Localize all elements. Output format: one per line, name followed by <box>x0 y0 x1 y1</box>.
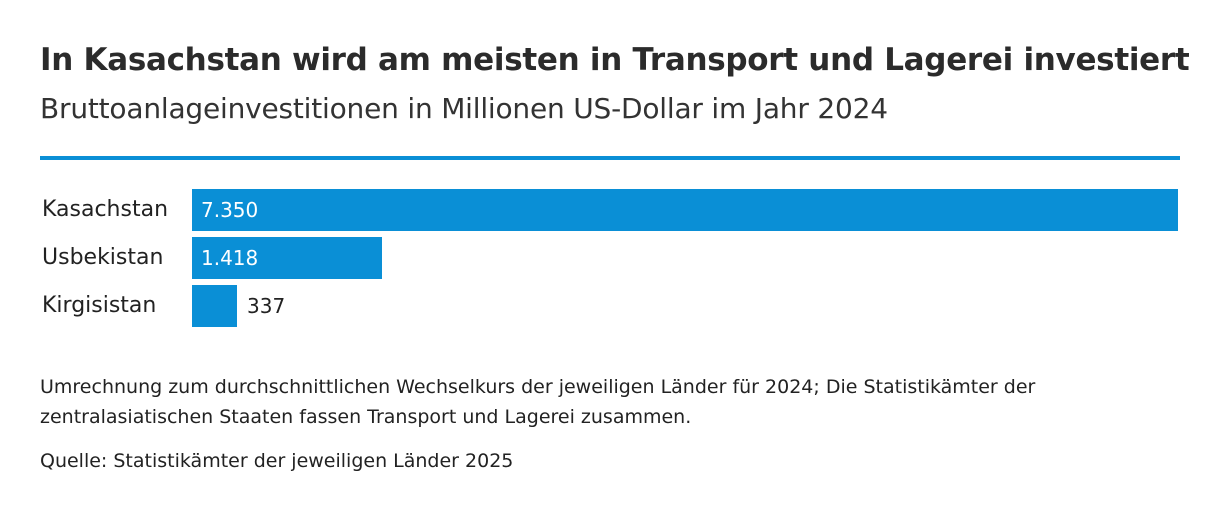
bar <box>192 285 237 327</box>
category-label: Kirgisistan <box>42 293 157 318</box>
bar-row: Kasachstan 7.350 <box>40 189 1180 231</box>
category-label: Kasachstan <box>42 197 169 222</box>
bar-value-label: 1.418 <box>201 246 259 270</box>
category-label: Usbekistan <box>42 245 164 270</box>
chart-title: In Kasachstan wird am meisten in Transpo… <box>40 42 1190 78</box>
bar-chart: Kasachstan 7.350 Usbekistan 1.418 Kirgisista… <box>40 189 1180 331</box>
chart-source: Quelle: Statistikämter der jeweiligen Lä… <box>40 450 514 472</box>
bar-row: Usbekistan 1.418 <box>40 237 1180 279</box>
bar-value-label: 337 <box>247 294 286 318</box>
bar <box>192 189 1178 231</box>
bar-value-label: 7.350 <box>201 198 259 222</box>
chart-subtitle: Bruttoanlageinvestitionen in Millionen U… <box>40 92 888 125</box>
chart-note: Umrechnung zum durchschnittlichen Wechse… <box>40 376 1036 428</box>
header-divider <box>40 156 1180 160</box>
bar <box>192 237 382 279</box>
bar-row: Kirgisistan 337 <box>40 285 1180 327</box>
